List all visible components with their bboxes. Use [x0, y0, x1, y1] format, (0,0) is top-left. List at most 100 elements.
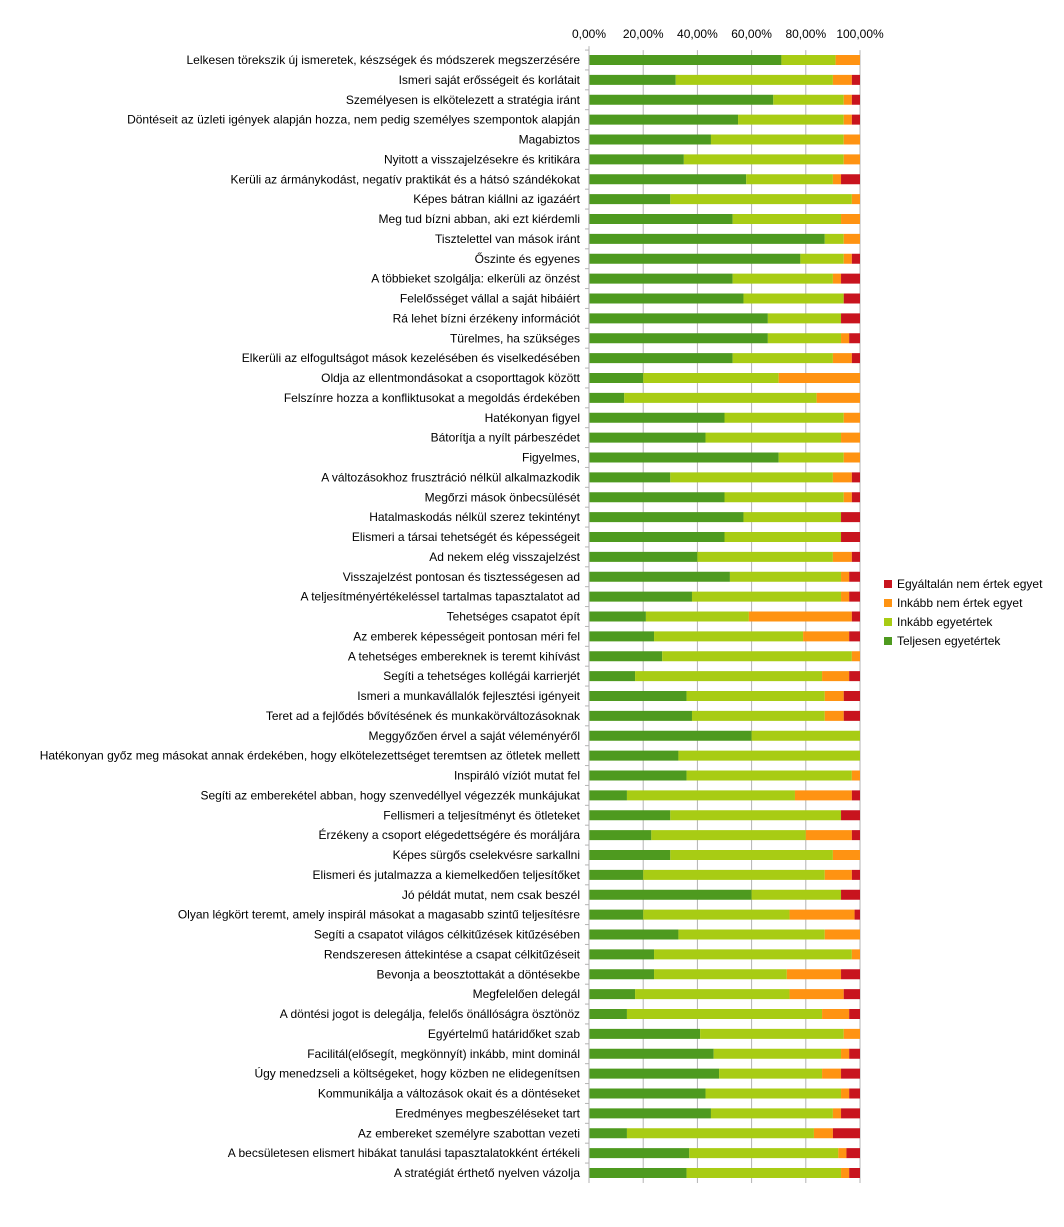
category-label: A stratégiát érthető nyelven vázolja — [394, 1166, 580, 1180]
x-tick-label: 20,00% — [623, 27, 664, 41]
bar-segment — [686, 770, 852, 781]
bar-segment — [843, 293, 860, 304]
bar-segment — [824, 691, 844, 701]
bar-segment — [691, 591, 842, 602]
bar-segment — [841, 969, 860, 980]
bar-segment — [589, 969, 655, 980]
bar-segment — [851, 651, 860, 662]
category-label: Meg tud bízni abban, aki ezt kiérdemli — [379, 212, 580, 226]
bar-segment — [589, 1048, 714, 1059]
x-tick-label: 80,00% — [785, 27, 826, 41]
bar-segment — [851, 74, 860, 85]
category-label: A többieket szolgálja: elkerüli az önzés… — [371, 272, 580, 286]
bar-segment — [841, 1048, 850, 1059]
category-label: Nyitott a visszajelzésekre és kritikára — [384, 152, 580, 166]
category-label: Lelkesen törekszik új ismeretek, készség… — [187, 53, 581, 67]
bar-segment — [851, 770, 860, 781]
bar-segment — [843, 412, 860, 423]
bar-segment — [843, 253, 852, 264]
bar-segment — [789, 989, 844, 1000]
bar-segment — [589, 611, 646, 622]
bar-segment — [822, 1068, 842, 1079]
bar-segment — [851, 253, 860, 264]
bar-segment — [846, 1148, 860, 1159]
category-label: Teret ad a fejlődés bővítésének és munka… — [266, 709, 581, 723]
bar-segment — [589, 532, 725, 542]
bar-segment — [589, 770, 687, 781]
category-label: Figyelmes, — [522, 451, 580, 465]
bar-segment — [843, 710, 860, 721]
legend: Egyáltalán nem értek egyet Inkább nem ért… — [884, 577, 1043, 648]
bar-segment — [746, 174, 833, 185]
bar-segment — [589, 591, 692, 602]
category-label: A teljesítményértékeléssel tartalmas tap… — [301, 590, 580, 604]
bar-segment — [824, 710, 844, 721]
category-label: Hatalmaskodás nélkül szerez tekintényt — [369, 510, 580, 524]
legend-swatch — [884, 580, 892, 588]
bar-segment — [832, 174, 842, 185]
category-label: Segíti az emberekétel abban, hogy szenve… — [200, 788, 580, 802]
category-label: Olyan légkört teremt, amely inspirál más… — [178, 908, 581, 922]
bar-segment — [851, 949, 860, 960]
category-label: A döntési jogot is delegálja, felelős ön… — [280, 1007, 580, 1021]
bar-segment — [686, 691, 825, 701]
bar-segment — [589, 194, 671, 205]
bar-segment — [767, 333, 842, 344]
bar-segment — [849, 1088, 860, 1099]
category-label: Inspiráló víziót mutat fel — [454, 769, 580, 783]
bar-segment — [832, 850, 860, 860]
bar-segment — [589, 989, 636, 1000]
bar-segment — [841, 1168, 850, 1178]
category-label: Türelmes, ha szükséges — [450, 331, 580, 345]
bar-segment — [841, 1108, 860, 1119]
bar-segment — [589, 293, 744, 304]
bar-segment — [589, 412, 725, 423]
bar-segment — [589, 651, 663, 662]
bar-segment — [724, 412, 844, 423]
bar-segment — [778, 452, 844, 463]
category-label: Kerüli az ármánykodást, negatív praktiká… — [230, 172, 580, 186]
bar-segment — [751, 730, 860, 741]
bar-segment — [654, 969, 787, 980]
bar-segment — [843, 691, 860, 701]
bar-segment — [589, 1088, 706, 1099]
bar-segment — [589, 134, 711, 145]
category-labels: Lelkesen törekszik új ismeretek, készség… — [40, 53, 581, 1180]
legend-label: Inkább nem értek egyet — [897, 596, 1023, 610]
bar-segment — [651, 830, 806, 841]
bar-segment — [589, 74, 676, 85]
bar-segment — [841, 532, 860, 542]
bar-segment — [841, 313, 860, 324]
bar-segment — [841, 1088, 850, 1099]
bar-segment — [843, 94, 852, 105]
bar-segment — [849, 671, 860, 682]
bar-segment — [589, 869, 644, 880]
bar-segment — [635, 989, 790, 1000]
bar-segment — [645, 611, 749, 622]
bar-segment — [589, 1009, 627, 1019]
bar-segment — [816, 392, 860, 403]
bar-segment — [626, 790, 795, 801]
x-tick-labels: 0,00% 20,00% 40,00% 60,00% 80,00% 100,00% — [572, 27, 884, 41]
bar-segment — [849, 571, 860, 582]
bar-segment — [589, 750, 679, 761]
bar-segment — [589, 810, 671, 821]
bar-segment — [589, 392, 625, 403]
category-label: Visszajelzést pontosan és tisztességesen… — [343, 570, 580, 584]
bar-segment — [643, 373, 779, 383]
bar-segment — [670, 810, 842, 821]
bar-segment — [778, 373, 860, 383]
category-label: A becsületesen elismert hibákat tanulási… — [228, 1146, 580, 1160]
bar-segment — [589, 333, 768, 344]
bar-segment — [849, 1009, 860, 1019]
category-label: Kommunikálja a változások okait és a dön… — [318, 1087, 581, 1101]
category-label: Segíti a csapatot világos célkitűzések k… — [314, 928, 580, 942]
category-label: Hatékonyan figyel — [485, 411, 580, 425]
category-label: Képes bátran kiállni az igazáért — [413, 192, 580, 206]
bar-segment — [841, 512, 860, 523]
bar-segment — [589, 850, 671, 860]
bar-segment — [832, 472, 852, 483]
bar-segment — [710, 134, 844, 145]
bar-segment — [738, 114, 844, 125]
bar-segment — [843, 134, 860, 145]
